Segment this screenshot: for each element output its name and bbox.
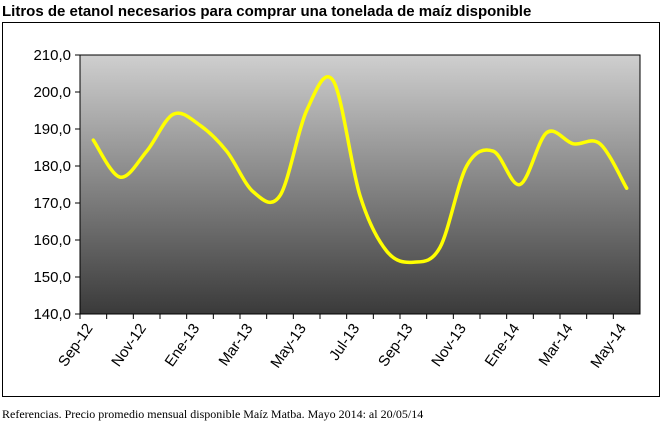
y-tick-label: 210,0 [33, 47, 71, 64]
y-tick-label: 160,0 [33, 232, 71, 249]
y-tick-label: 150,0 [33, 269, 71, 286]
y-tick-label: 140,0 [33, 306, 71, 323]
y-tick-label: 180,0 [33, 158, 71, 175]
footnote: Referencias. Precio promedio mensual dis… [2, 407, 423, 421]
y-tick-label: 170,0 [33, 195, 71, 212]
series-line [91, 74, 629, 265]
y-tick-label: 200,0 [33, 84, 71, 101]
plot-area [79, 54, 641, 315]
chart-title: Litros de etanol necesarios para comprar… [2, 3, 531, 20]
y-tick-label: 190,0 [33, 121, 71, 138]
